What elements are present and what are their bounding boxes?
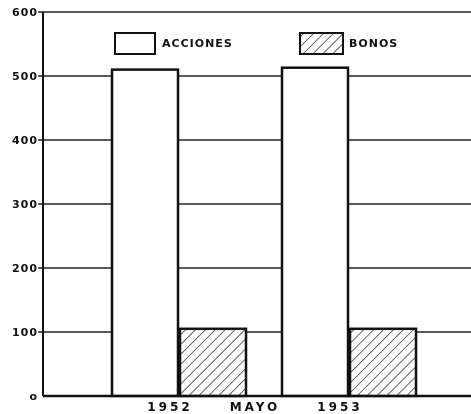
legend-label-bonos: BONOS: [349, 37, 398, 50]
y-tick-label: o: [29, 390, 38, 403]
y-tick-label: 500: [12, 70, 38, 83]
y-tick-label: 100: [12, 326, 38, 339]
legend: ACCIONES BONOS: [114, 32, 398, 55]
y-tick-label: 400: [12, 134, 38, 147]
bar-bonos-1952: [178, 327, 248, 398]
grid-lines: [38, 11, 471, 333]
x-tick-labels: MAYO 1952 1953: [147, 400, 362, 414]
legend-swatch-bonos: [299, 32, 344, 55]
y-tick-label: 600: [12, 6, 38, 19]
y-tick-labels: o 100 200 300 400 500 600: [12, 6, 38, 403]
x-tick-label: 1953: [317, 400, 362, 414]
x-caption: MAYO: [230, 400, 281, 414]
bar-acciones-1952: [110, 68, 180, 398]
bar-acciones-1953: [280, 66, 350, 398]
y-tick-label: 200: [12, 262, 38, 275]
bars: [110, 66, 418, 398]
y-tick-label: 300: [12, 198, 38, 211]
x-tick-label: 1952: [147, 400, 192, 414]
bar-bonos-1953: [348, 327, 418, 398]
legend-label-acciones: ACCIONES: [162, 37, 233, 50]
axes: [42, 12, 471, 398]
legend-swatch-acciones: [114, 32, 156, 55]
